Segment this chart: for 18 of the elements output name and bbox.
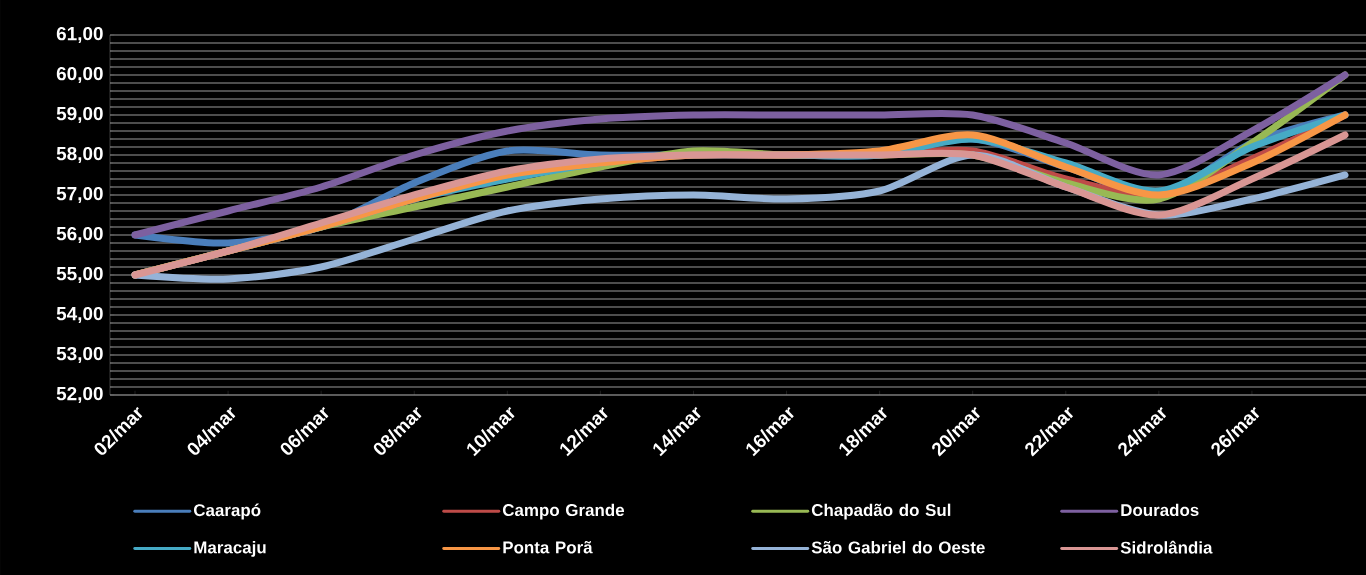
- y-tick-label: 60,00: [56, 66, 103, 84]
- y-tick-label: 56,00: [56, 226, 103, 244]
- legend-label: Ponta Porã: [503, 541, 593, 554]
- y-tick-label: 52,00: [56, 386, 103, 404]
- legend-label: Caarapó: [193, 503, 261, 520]
- y-tick-label: 58,00: [56, 146, 103, 164]
- legend-label: Chapadão do Sul: [811, 503, 951, 520]
- y-tick-label: 57,00: [56, 186, 103, 204]
- legend-label: Sidrolândia: [1120, 540, 1213, 554]
- y-tick-label: 55,00: [56, 266, 103, 284]
- legend-label: Campo Grande: [502, 503, 625, 520]
- y-tick-label: 54,00: [56, 306, 103, 324]
- legend-label: Maracaju: [194, 541, 266, 557]
- legend-label: Dourados: [1121, 503, 1199, 517]
- legend-label: São Gabriel do Oeste: [811, 541, 985, 554]
- y-tick-label: 61,00: [56, 26, 103, 44]
- y-tick-label: 59,00: [56, 106, 103, 124]
- y-tick-label: 53,00: [56, 346, 103, 364]
